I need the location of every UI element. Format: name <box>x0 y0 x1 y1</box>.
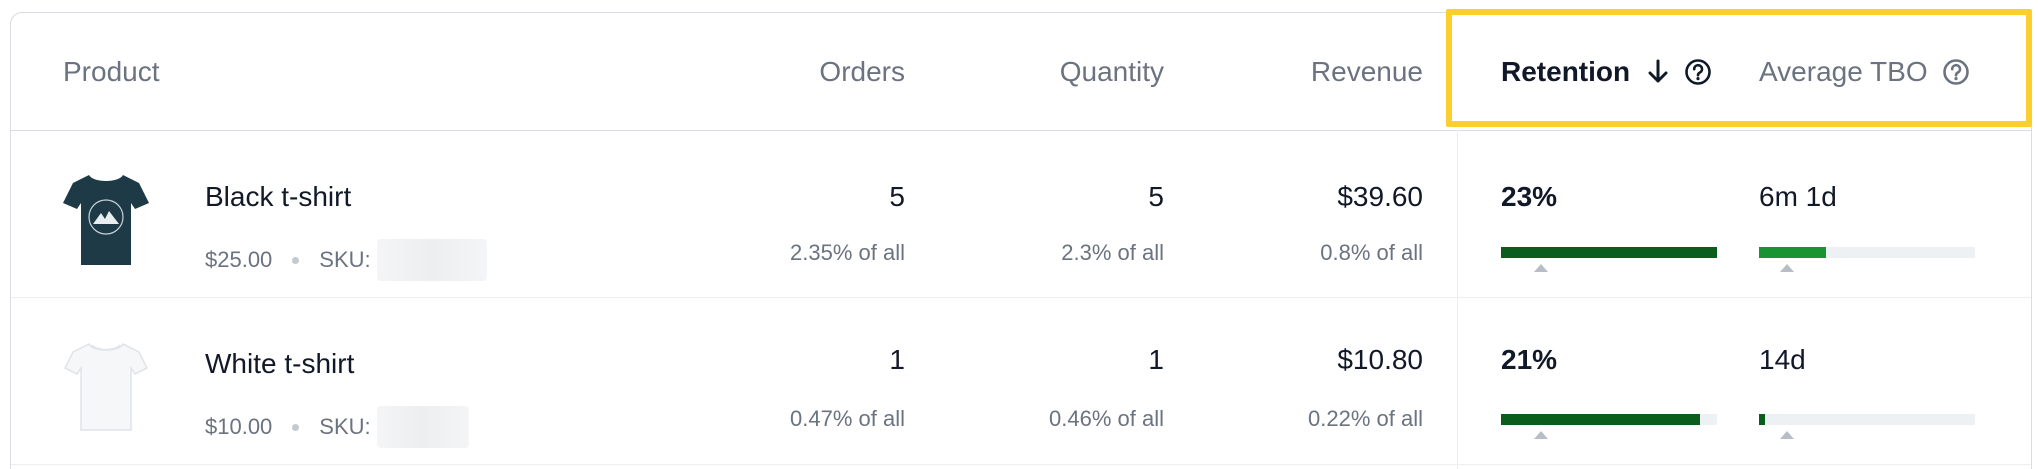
quantity-share: 0.46% of all <box>1049 406 1164 431</box>
quantity-value: 1 <box>1148 344 1164 375</box>
average-tbo-bar-fill <box>1759 414 1766 425</box>
orders-value: 1 <box>889 344 905 375</box>
revenue-share: 0.8% of all <box>1320 240 1423 265</box>
separator-dot <box>292 423 300 431</box>
retention-average-marker <box>1534 431 1548 439</box>
orders-share: 2.35% of all <box>790 240 905 265</box>
products-table: Product Orders Quantity Revenue Retentio… <box>10 12 2032 469</box>
orders-share: 0.47% of all <box>790 406 905 431</box>
retention-value: 23% <box>1501 181 1558 212</box>
revenue-value: $39.60 <box>1337 181 1423 212</box>
retention-bar <box>1501 247 1717 258</box>
average-tbo-bar <box>1759 414 1975 425</box>
product-name[interactable]: Black t-shirt <box>205 181 352 212</box>
column-header-revenue[interactable]: Revenue <box>1310 55 1423 87</box>
product-price: $10.00 <box>205 414 273 439</box>
quantity-value: 5 <box>1148 181 1164 212</box>
product-meta: $25.00 SKU: <box>205 239 487 281</box>
product-name[interactable]: White t-shirt <box>205 348 355 379</box>
separator-dot <box>292 256 300 264</box>
product-meta: $10.00 SKU: <box>205 406 469 448</box>
revenue-share: 0.22% of all <box>1308 406 1423 431</box>
sku-label: SKU: <box>319 247 371 272</box>
product-image-black-tshirt[interactable] <box>61 169 151 269</box>
retention-value: 21% <box>1501 344 1558 375</box>
product-image-white-tshirt[interactable] <box>61 336 151 436</box>
table-row[interactable]: White t-shirt $10.00 SKU: 1 0.47% of all… <box>11 298 2031 465</box>
question-circle-icon[interactable] <box>1942 58 1970 86</box>
sku-label: SKU: <box>319 414 371 439</box>
average-tbo-bar-fill <box>1759 247 1826 258</box>
column-header-average-tbo[interactable]: Average TBO <box>1759 13 1970 130</box>
retention-bar <box>1501 414 1717 425</box>
retention-bar-fill <box>1501 247 1717 258</box>
metrics-divider <box>1457 130 1458 469</box>
arrow-down-icon[interactable] <box>1646 58 1670 86</box>
retention-average-marker <box>1534 264 1548 272</box>
highlight-box <box>1446 9 2032 127</box>
column-header-product[interactable]: Product <box>63 55 160 87</box>
column-header-orders[interactable]: Orders <box>819 55 905 87</box>
average-tbo-average-marker <box>1780 264 1794 272</box>
table-header: Product Orders Quantity Revenue Retentio… <box>11 13 2031 131</box>
retention-bar-fill <box>1501 414 1700 425</box>
average-tbo-bar <box>1759 247 1975 258</box>
product-price: $25.00 <box>205 247 273 272</box>
quantity-share: 2.3% of all <box>1061 240 1164 265</box>
table-row[interactable]: Black t-shirt $25.00 SKU: 5 2.35% of all… <box>11 131 2031 298</box>
revenue-value: $10.80 <box>1337 344 1423 375</box>
average-tbo-average-marker <box>1780 431 1794 439</box>
orders-value: 5 <box>889 181 905 212</box>
sku-value-redacted <box>376 406 469 448</box>
column-header-quantity[interactable]: Quantity <box>1059 55 1164 87</box>
question-circle-icon[interactable] <box>1684 58 1712 86</box>
average-tbo-value: 6m 1d <box>1759 181 1837 212</box>
sku-value-redacted <box>376 239 487 281</box>
column-header-retention[interactable]: Retention <box>1501 13 1712 130</box>
average-tbo-value: 14d <box>1759 344 1806 375</box>
